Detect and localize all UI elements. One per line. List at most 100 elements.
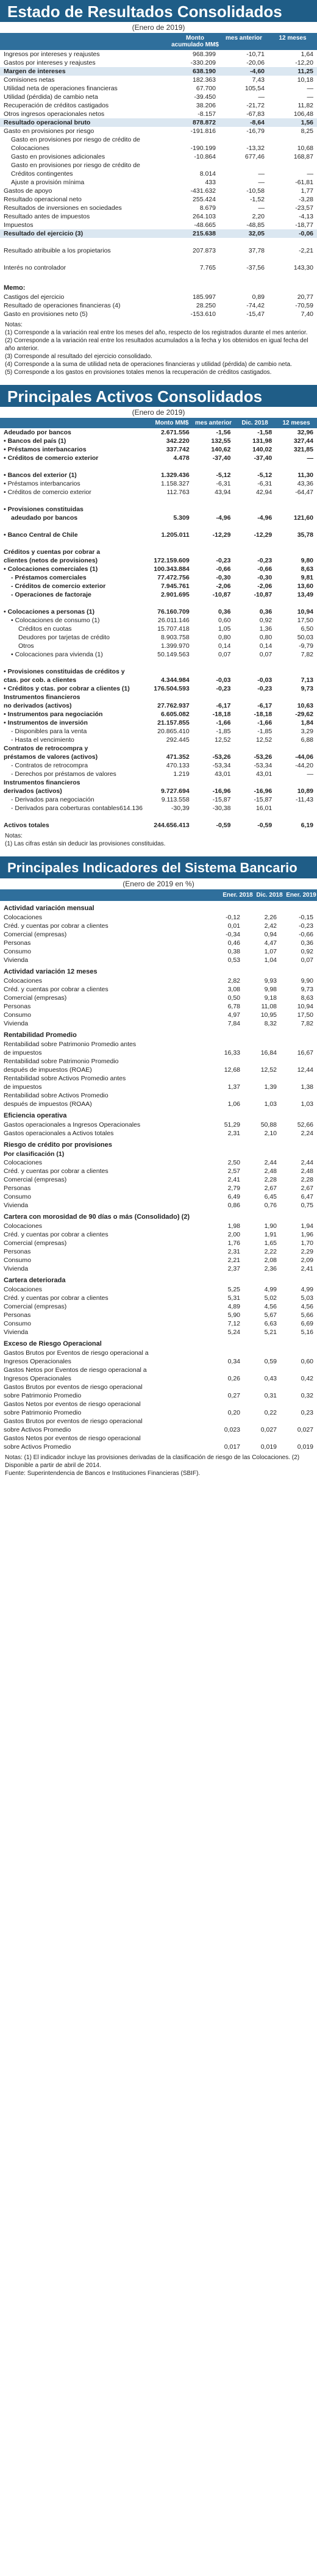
row-label: Gasto en provisiones por riesgo de crédi… [11,162,140,169]
row-value: -190.199 [190,145,216,152]
row-value: 1,76 [227,1240,240,1247]
row-value [207,1400,244,1408]
table-row: • Instrumentos para negociación 6.605.082… [0,710,317,719]
row-value: -10.864 [194,153,216,160]
table-row: Consumo 6,49 6,45 6,47 [0,1193,317,1201]
row-value: 2,28 [264,1176,277,1183]
row-value: 10,18 [297,76,313,84]
row-value [268,238,317,246]
row-value: 132,55 [211,437,231,445]
row-label: • Préstamos interbancarios [4,446,87,453]
table-row: Créd. y cuentas por cobrar a clientes 0,0… [0,922,317,930]
row-value [244,1366,280,1374]
table-row: Personas 0,46 4,47 0,36 [0,939,317,947]
row-value: -0,30 [257,574,272,581]
table-row: Vivienda 7,84 8,32 7,82 [0,1019,317,1028]
row-label: Créditos contingentes [11,170,73,178]
row-label: Consumo [4,1320,31,1327]
row-value: -2,06 [257,583,272,590]
table-row: - Créditos de comercio exterior 7.945.761… [0,582,317,590]
table-row: Gasto en provisiones por riesgo -191.816 -… [0,127,317,135]
row-value: -64,47 [295,489,313,496]
row-value [207,1091,244,1100]
row-value: -191.816 [190,127,216,135]
row-value: -0,66 [299,931,313,938]
table-row: Comercial (empresas) 1,76 1,65 1,70 [0,1239,317,1247]
row-value: -1,85 [257,728,272,735]
row-value: 43,36 [297,480,313,487]
row-label: Instrumentos financieros [4,779,80,786]
row-value [280,1349,317,1357]
table-row: Rentabilidad sobre Patrimonio Promedio [0,1057,317,1066]
row-value: 9,80 [301,557,313,564]
row-value: -18,18 [254,711,272,718]
row-value: -10,87 [212,591,231,598]
row-value: 10,68 [297,145,313,152]
row-value: 10,94 [297,608,313,615]
row-label: Comercial (empresas) [4,994,67,1002]
row-value: -53,34 [212,762,231,769]
row-value: 9.113.558 [161,796,190,803]
row-value [280,1434,317,1443]
row-label: Resultado del ejercicio (3) [0,229,171,238]
row-value: 5,16 [301,1329,313,1336]
table-row: sobre Activos Promedio 0,023 0,027 0,027 [0,1426,317,1434]
row-value: 7,40 [301,310,313,318]
row-value: 0,31 [264,1392,277,1399]
row-value [219,161,268,170]
table-row: Comercial (empresas) -0,34 0,94 -0,66 [0,930,317,939]
row-value: 5,24 [227,1329,240,1336]
row-value: 27.762.937 [157,702,190,709]
row-value: -15,87 [212,796,231,803]
row-value [280,1400,317,1408]
row-label: Colocaciones [4,914,43,921]
row-value: -12,29 [212,531,231,539]
row-value: -2,21 [299,247,313,254]
row-value: -0,23 [257,685,272,692]
header-spacer [0,889,222,901]
table-row: Gastos Brutos por eventos de riesgo oper… [0,1417,317,1426]
table-row: préstamos de valores (activos) 471.352 -53… [0,753,317,761]
row-value: 3,29 [301,728,313,735]
row-value [268,272,317,281]
row-value: 0,019 [260,1443,277,1451]
row-value: 7,13 [301,676,313,684]
row-label: Rentabilidad sobre Patrimonio Promedio a… [4,1041,137,1048]
row-label: Otros ingresos operacionales netos [4,110,105,118]
table-row: Comisiones netas 182.363 7,43 10,18 [0,76,317,84]
row-value: 2,48 [301,1168,313,1175]
row-value: -0,03 [216,676,231,684]
table-row [0,255,317,264]
row-value: -1,85 [216,728,231,735]
row-value: 10,89 [297,788,313,795]
table-row: • Préstamos interbancarios 337.742 140,62 1… [0,445,317,454]
group-title: Actividad variación mensual [4,905,94,912]
table-row: Consumo 0,38 1,07 0,92 [0,947,317,956]
row-value [234,599,276,608]
row-value: 6,88 [301,736,313,744]
row-label: Gastos de apoyo [4,187,52,195]
row-label: Comercial (empresas) [4,1176,67,1183]
table-row: Vivienda 0,53 1,04 0,07 [0,956,317,964]
row-label: Colocaciones [4,1222,43,1230]
row-value [193,778,235,787]
row-label: - Préstamos comerciales [11,574,87,581]
table-row: Personas 6,78 11,08 10,94 [0,1002,317,1011]
row-value: -3,28 [299,196,313,203]
row-label: de impuestos [4,1083,42,1091]
row-value: 207.873 [193,247,216,254]
row-value: 4,89 [227,1303,240,1310]
row-value [207,1366,244,1374]
row-label: Castigos del ejercicio [4,293,65,301]
row-value: 321,85 [293,446,313,453]
row-label: Consumo [4,948,31,955]
row-value: 878.872 [171,118,219,127]
row-value: 2,57 [227,1168,240,1175]
row-value [207,1434,244,1443]
row-value: 12,52 [255,736,272,744]
row-label: Comercial (empresas) [4,1240,67,1247]
row-label: Interés no controlador [4,264,66,271]
row-value [207,1150,244,1158]
row-value: -23,57 [295,204,313,212]
row-value: — [307,170,314,178]
